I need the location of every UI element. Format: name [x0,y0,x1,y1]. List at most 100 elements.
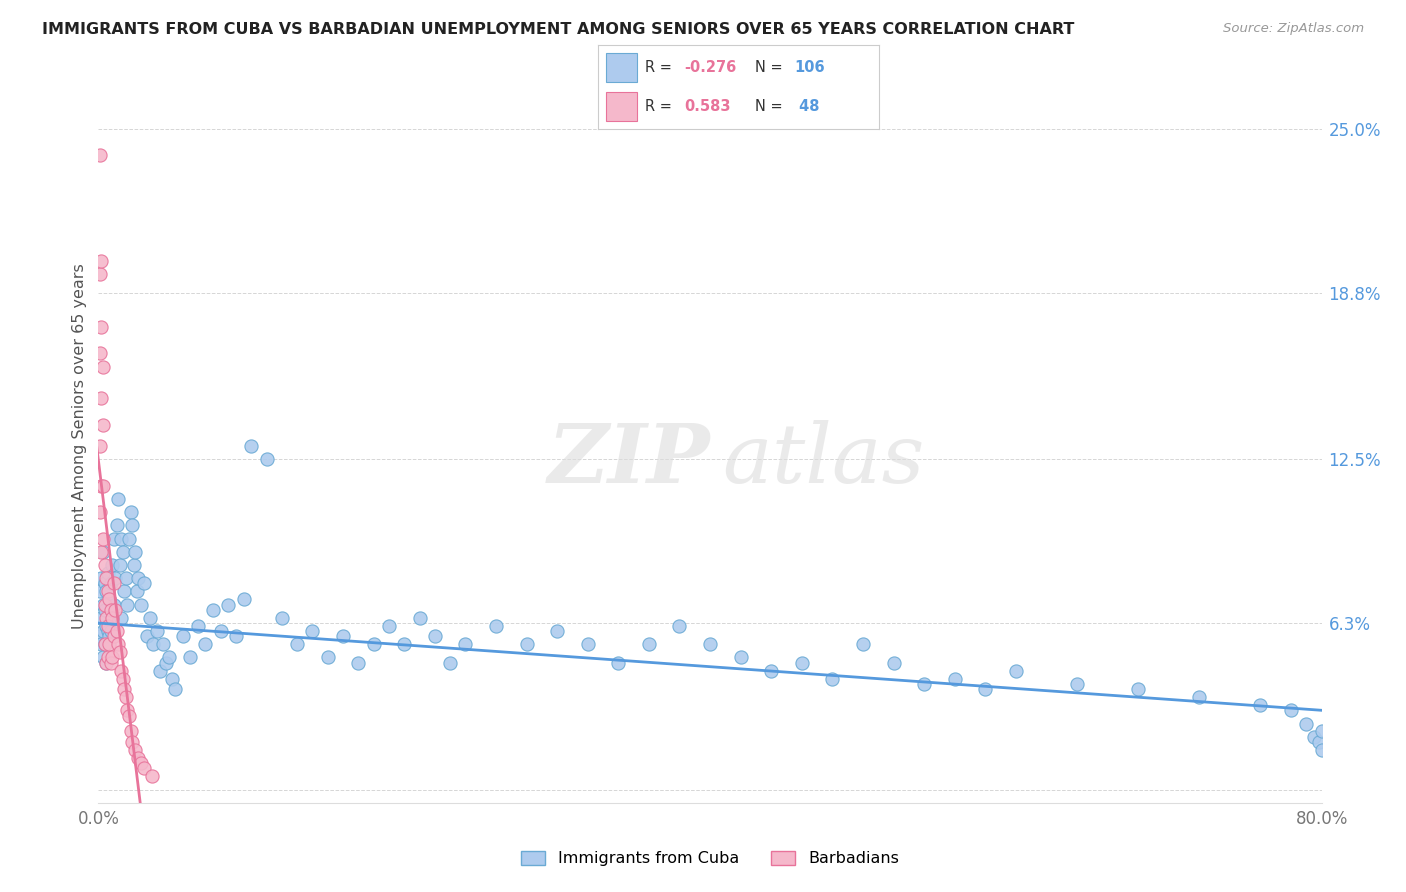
Point [332,629,354,643]
Point [110,532,132,546]
Point [90,392,112,406]
Point [101,650,124,665]
Point [1310,743,1333,757]
Point [101,611,124,625]
Point [1128,682,1150,697]
Point [91,598,114,612]
Point [127,751,149,765]
Point [94,618,117,632]
Point [883,656,905,670]
Point [134,761,156,775]
Point [89,629,111,643]
Point [98,592,121,607]
Point [98,637,121,651]
Point [194,637,217,651]
Point [852,637,875,651]
Point [439,656,461,670]
Point [943,672,966,686]
Point [110,664,132,678]
Point [576,637,599,651]
Point [974,682,997,697]
Point [1188,690,1211,704]
Point [160,672,183,686]
Point [112,584,135,599]
Point [129,756,152,771]
Point [179,650,201,665]
Point [172,629,194,643]
Point [363,637,385,651]
Point [607,656,630,670]
Point [118,708,141,723]
Text: 48: 48 [794,99,820,114]
Text: R =: R = [645,60,676,75]
Point [110,611,132,625]
Text: ZIP: ZIP [547,420,710,500]
Point [117,703,139,717]
Bar [606,54,637,82]
Point [93,637,115,651]
Point [1279,703,1302,717]
Point [103,532,125,546]
Point [125,584,148,599]
Text: R =: R = [645,99,676,114]
Point [90,571,112,585]
Point [124,743,146,757]
Point [378,618,401,632]
Point [256,452,278,467]
Point [97,584,120,599]
Point [89,346,111,360]
Point [89,584,111,599]
Point [121,735,143,749]
Point [821,672,844,686]
Point [100,576,122,591]
Point [97,624,120,638]
Point [98,592,121,607]
Point [111,672,134,686]
Point [94,584,117,599]
Point [108,645,131,659]
Point [120,505,142,519]
Point [91,359,114,374]
Point [122,558,145,572]
Text: -0.276: -0.276 [685,60,737,75]
Text: Source: ZipAtlas.com: Source: ZipAtlas.com [1223,22,1364,36]
Point [101,611,124,625]
Point [141,769,163,783]
Point [104,603,127,617]
Point [103,576,125,591]
Point [91,478,114,492]
Point [316,650,339,665]
Point [90,478,112,492]
Point [91,532,114,546]
Point [112,682,135,697]
Point [225,629,247,643]
Point [301,624,323,638]
Point [699,637,721,651]
Legend: Immigrants from Cuba, Barbadians: Immigrants from Cuba, Barbadians [522,851,898,866]
Text: 0.583: 0.583 [685,99,731,114]
Point [637,637,661,651]
Point [730,650,752,665]
Point [111,545,134,559]
Point [98,629,121,643]
Point [668,618,690,632]
Point [912,677,935,691]
Point [121,518,143,533]
Point [89,505,111,519]
Point [118,532,141,546]
Point [1249,698,1271,712]
Point [217,598,239,612]
Point [89,267,111,281]
Point [209,624,232,638]
Point [94,656,117,670]
Point [134,576,156,591]
Point [91,650,114,665]
Point [94,571,117,585]
Point [105,518,128,533]
Point [1295,716,1317,731]
Point [90,637,112,651]
Point [202,603,225,617]
Point [94,611,117,625]
Point [108,558,131,572]
Point [152,637,174,651]
